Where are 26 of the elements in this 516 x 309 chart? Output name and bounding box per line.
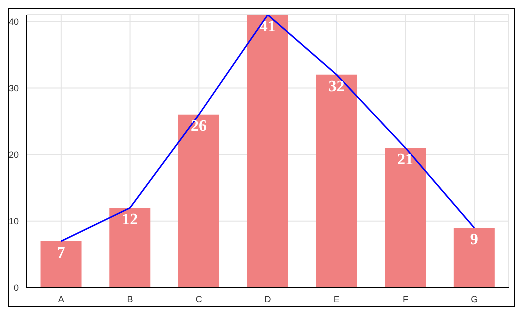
bar (316, 74, 358, 288)
y-tick-label: 0 (14, 283, 19, 294)
bar (40, 241, 82, 288)
bar (385, 148, 426, 288)
bar (247, 15, 288, 288)
data-label: 21 (398, 152, 414, 169)
y-tick-label: 10 (8, 216, 19, 227)
x-tick-label: E (334, 294, 340, 304)
x-tick-label: F (402, 294, 409, 304)
x-tick-label: C (196, 294, 203, 304)
bar (178, 114, 220, 288)
bar (110, 208, 151, 288)
bar (454, 228, 495, 288)
data-label: 9 (470, 231, 478, 248)
y-tick-label: 20 (8, 150, 19, 160)
data-label: 12 (122, 211, 138, 228)
x-tick-label: B (127, 294, 134, 304)
x-tick-label: A (58, 294, 64, 304)
data-label: 41 (260, 18, 276, 36)
x-tick-label: G (471, 294, 478, 304)
data-label: 7 (57, 244, 66, 262)
y-tick-label: 30 (8, 83, 19, 94)
data-label: 26 (190, 118, 207, 136)
y-tick-label: 40 (8, 16, 19, 27)
data-label: 32 (328, 78, 345, 96)
x-tick-label: D (264, 294, 272, 304)
